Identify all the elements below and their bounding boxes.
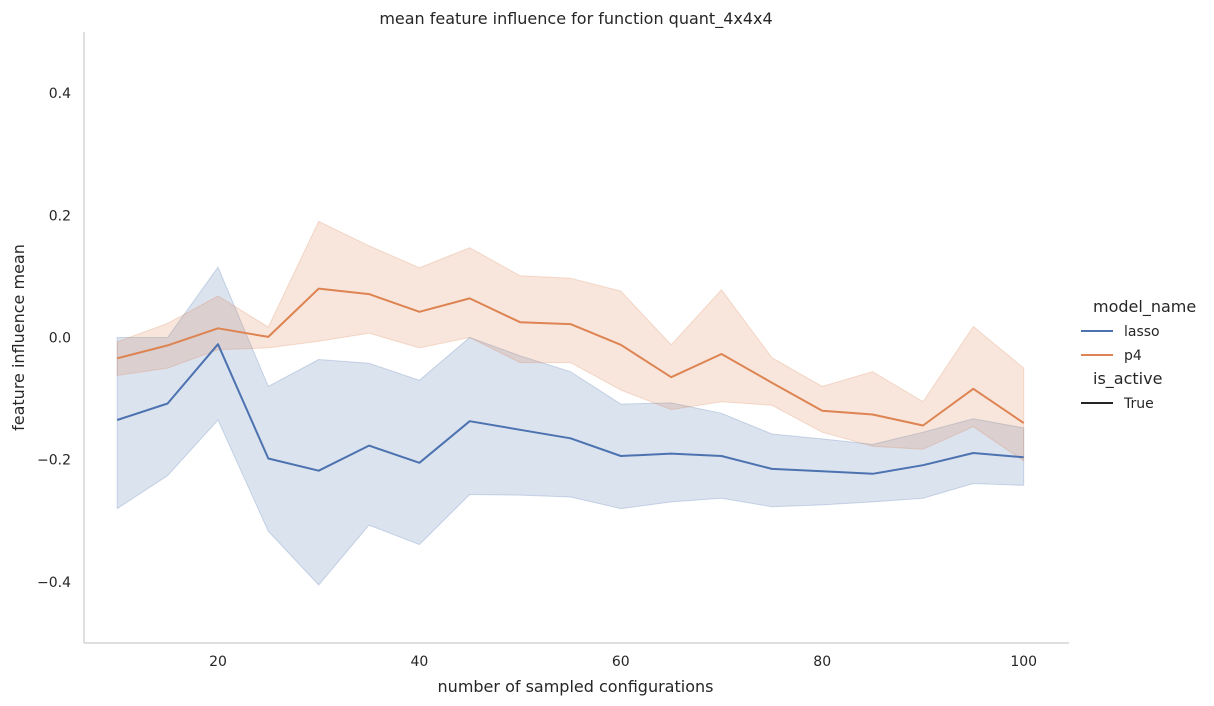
- y-tick-label: 0.0: [49, 331, 71, 347]
- y-tick-label: −0.2: [37, 453, 71, 469]
- legend-label-True: True: [1123, 396, 1154, 412]
- x-tick-label: 80: [813, 654, 831, 670]
- chart-title: mean feature influence for function quan…: [379, 9, 772, 29]
- legend-title-model_name: model_name: [1093, 297, 1196, 317]
- legend-label-p4: p4: [1124, 348, 1142, 364]
- x-tick-label: 20: [209, 654, 227, 670]
- y-tick-label: 0.4: [49, 86, 71, 102]
- x-tick-label: 40: [410, 654, 428, 670]
- series-lines: [116, 287, 1025, 475]
- x-axis-ticks: 20 40 60 80 100: [209, 654, 1037, 670]
- ci-band-p4: [116, 220, 1025, 462]
- x-tick-label: 60: [612, 654, 630, 670]
- y-tick-label: −0.4: [37, 575, 71, 591]
- y-axis-ticks: −0.4 −0.2 0.0 0.2 0.4: [37, 86, 71, 591]
- confidence-bands: [116, 220, 1025, 586]
- ci-band-lasso: [116, 266, 1025, 586]
- legend-label-lasso: lasso: [1124, 324, 1160, 340]
- y-tick-label: 0.2: [49, 208, 71, 224]
- x-axis-label: number of sampled configurations: [438, 677, 714, 696]
- legend-title-is_active: is_active: [1093, 369, 1162, 389]
- x-tick-label: 100: [1010, 654, 1037, 670]
- y-axis-label: feature influence mean: [9, 244, 28, 431]
